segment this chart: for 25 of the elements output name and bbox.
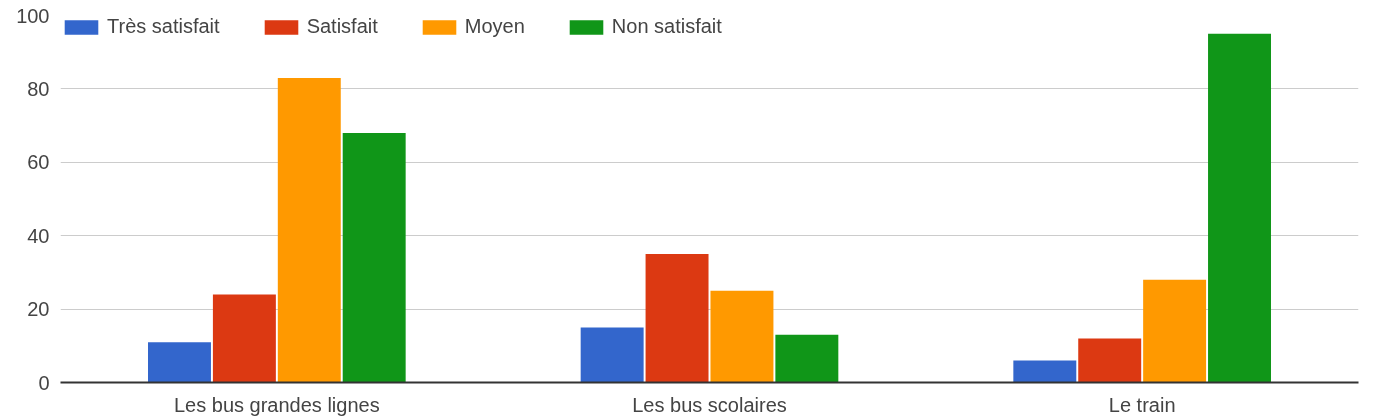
bar (580, 327, 644, 383)
bar (645, 254, 709, 383)
y-tick-label: 100 (16, 4, 50, 27)
bar (342, 132, 406, 383)
bar (1143, 279, 1207, 383)
bar (148, 342, 211, 383)
x-tick-label: Les bus scolaires (632, 393, 787, 416)
y-tick-label: 80 (27, 77, 50, 100)
y-tick-label: 40 (27, 224, 50, 247)
y-tick-label: 60 (27, 151, 50, 174)
bar (775, 334, 839, 383)
x-tick-label: Le train (1108, 393, 1176, 416)
bar (1078, 338, 1142, 383)
bar (212, 294, 276, 383)
legend-label: Satisfait (306, 15, 378, 38)
legend-label: Non satisfait (611, 15, 722, 38)
bar (1208, 33, 1271, 383)
legend-label: Moyen (464, 15, 525, 38)
bar (277, 77, 341, 383)
bar (710, 290, 774, 383)
bar (1013, 360, 1077, 383)
x-tick-label: Les bus grandes lignes (173, 393, 380, 416)
y-tick-label: 20 (27, 298, 50, 321)
y-tick-label: 0 (38, 371, 50, 394)
legend-label: Très satisfait (107, 15, 220, 38)
